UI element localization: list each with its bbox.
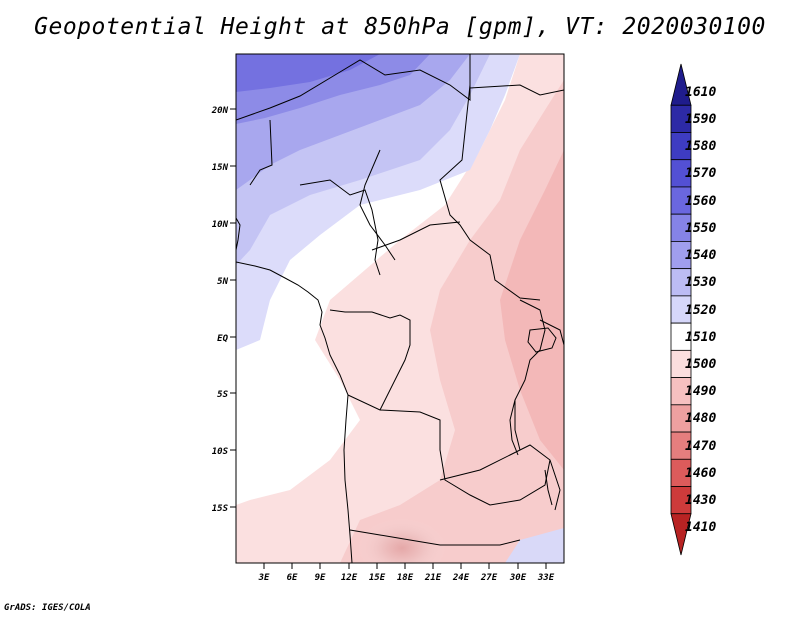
contour-1480 [500, 150, 564, 470]
lon-tick-label: 21E [424, 573, 442, 583]
chart-title: Geopotential Height at 850hPa [gpm], VT:… [34, 14, 766, 40]
contour-low-center [357, 518, 447, 563]
lake-malawi [544, 469, 553, 506]
colorbar-label: 1490 [685, 384, 717, 400]
border-north-1 [236, 54, 471, 121]
lon-tick-label: 6E [287, 573, 298, 583]
border-angola [349, 529, 521, 546]
contour-1490 [340, 80, 564, 563]
colorbar-label: 1550 [685, 220, 717, 236]
map-frame [235, 53, 565, 564]
lat-tick-label: 15N [212, 163, 229, 173]
colorbar [670, 63, 692, 556]
colorbar-label: 1480 [685, 411, 717, 427]
lake-victoria [527, 327, 557, 353]
border-east-2 [539, 319, 564, 346]
colorbar-label: 1610 [685, 84, 717, 100]
border-central-1 [299, 179, 381, 276]
colorbar-label: 1580 [685, 139, 717, 155]
colorbar-label: 1520 [685, 302, 717, 318]
coastline-gulf [236, 217, 241, 251]
lon-tick-label: 33E [537, 573, 555, 583]
colorbar-label: 1410 [685, 520, 717, 536]
colorbar-label: 1560 [685, 193, 717, 209]
height-field [236, 54, 564, 563]
lon-tick-label: 12E [341, 573, 358, 583]
colorbar-label: 1570 [685, 166, 717, 182]
border-sahel [439, 84, 541, 301]
lon-tick-label: 18E [397, 573, 414, 583]
lake-tanganyika [509, 399, 519, 456]
lon-tick-label: 30E [509, 573, 527, 583]
colorbar-label: 1510 [685, 329, 717, 345]
coastline-west [236, 261, 353, 563]
lon-tick-label: 27E [480, 573, 498, 583]
lon-tick-label: 24E [452, 573, 470, 583]
border-congo-1 [329, 309, 411, 411]
lat-tick-label: 5S [217, 390, 228, 400]
border-zambia [439, 444, 561, 511]
border-east-1 [514, 299, 546, 451]
border-north-2 [249, 119, 273, 186]
colorbar-swatch [670, 513, 692, 556]
colorbar-label: 1500 [685, 356, 717, 372]
contour-1550-east [505, 528, 564, 563]
colorbar-label: 1530 [685, 275, 717, 291]
colorbar-label: 1460 [685, 465, 717, 481]
lat-tick-label: 10S [212, 447, 229, 457]
lat-tick-label: 5N [217, 277, 228, 287]
colorbar-label: 1430 [685, 493, 717, 509]
colorbar-label: 1590 [685, 111, 717, 127]
lat-tick-label: 15S [212, 504, 229, 514]
lat-axis [230, 108, 236, 508]
border-congo-2 [347, 394, 551, 506]
country-borders [236, 54, 564, 563]
colorbar-label: 1540 [685, 248, 717, 264]
contour-1560 [236, 54, 380, 92]
border-central-2 [359, 149, 396, 261]
colorbar-label: 1470 [685, 438, 717, 454]
lon-tick-label: 3E [258, 573, 270, 583]
border-car [371, 221, 461, 251]
lon-tick-label: 9E [315, 573, 326, 583]
lat-tick-label: 20N [211, 106, 229, 116]
lat-tick-label: 10N [212, 220, 229, 230]
border-east-3 [469, 84, 564, 96]
lon-tick-label: 15E [369, 573, 386, 583]
lon-axis [263, 563, 547, 569]
lat-tick-label: EQ [217, 334, 228, 344]
grads-credit: GrADS: IGES/COLA [4, 603, 91, 613]
